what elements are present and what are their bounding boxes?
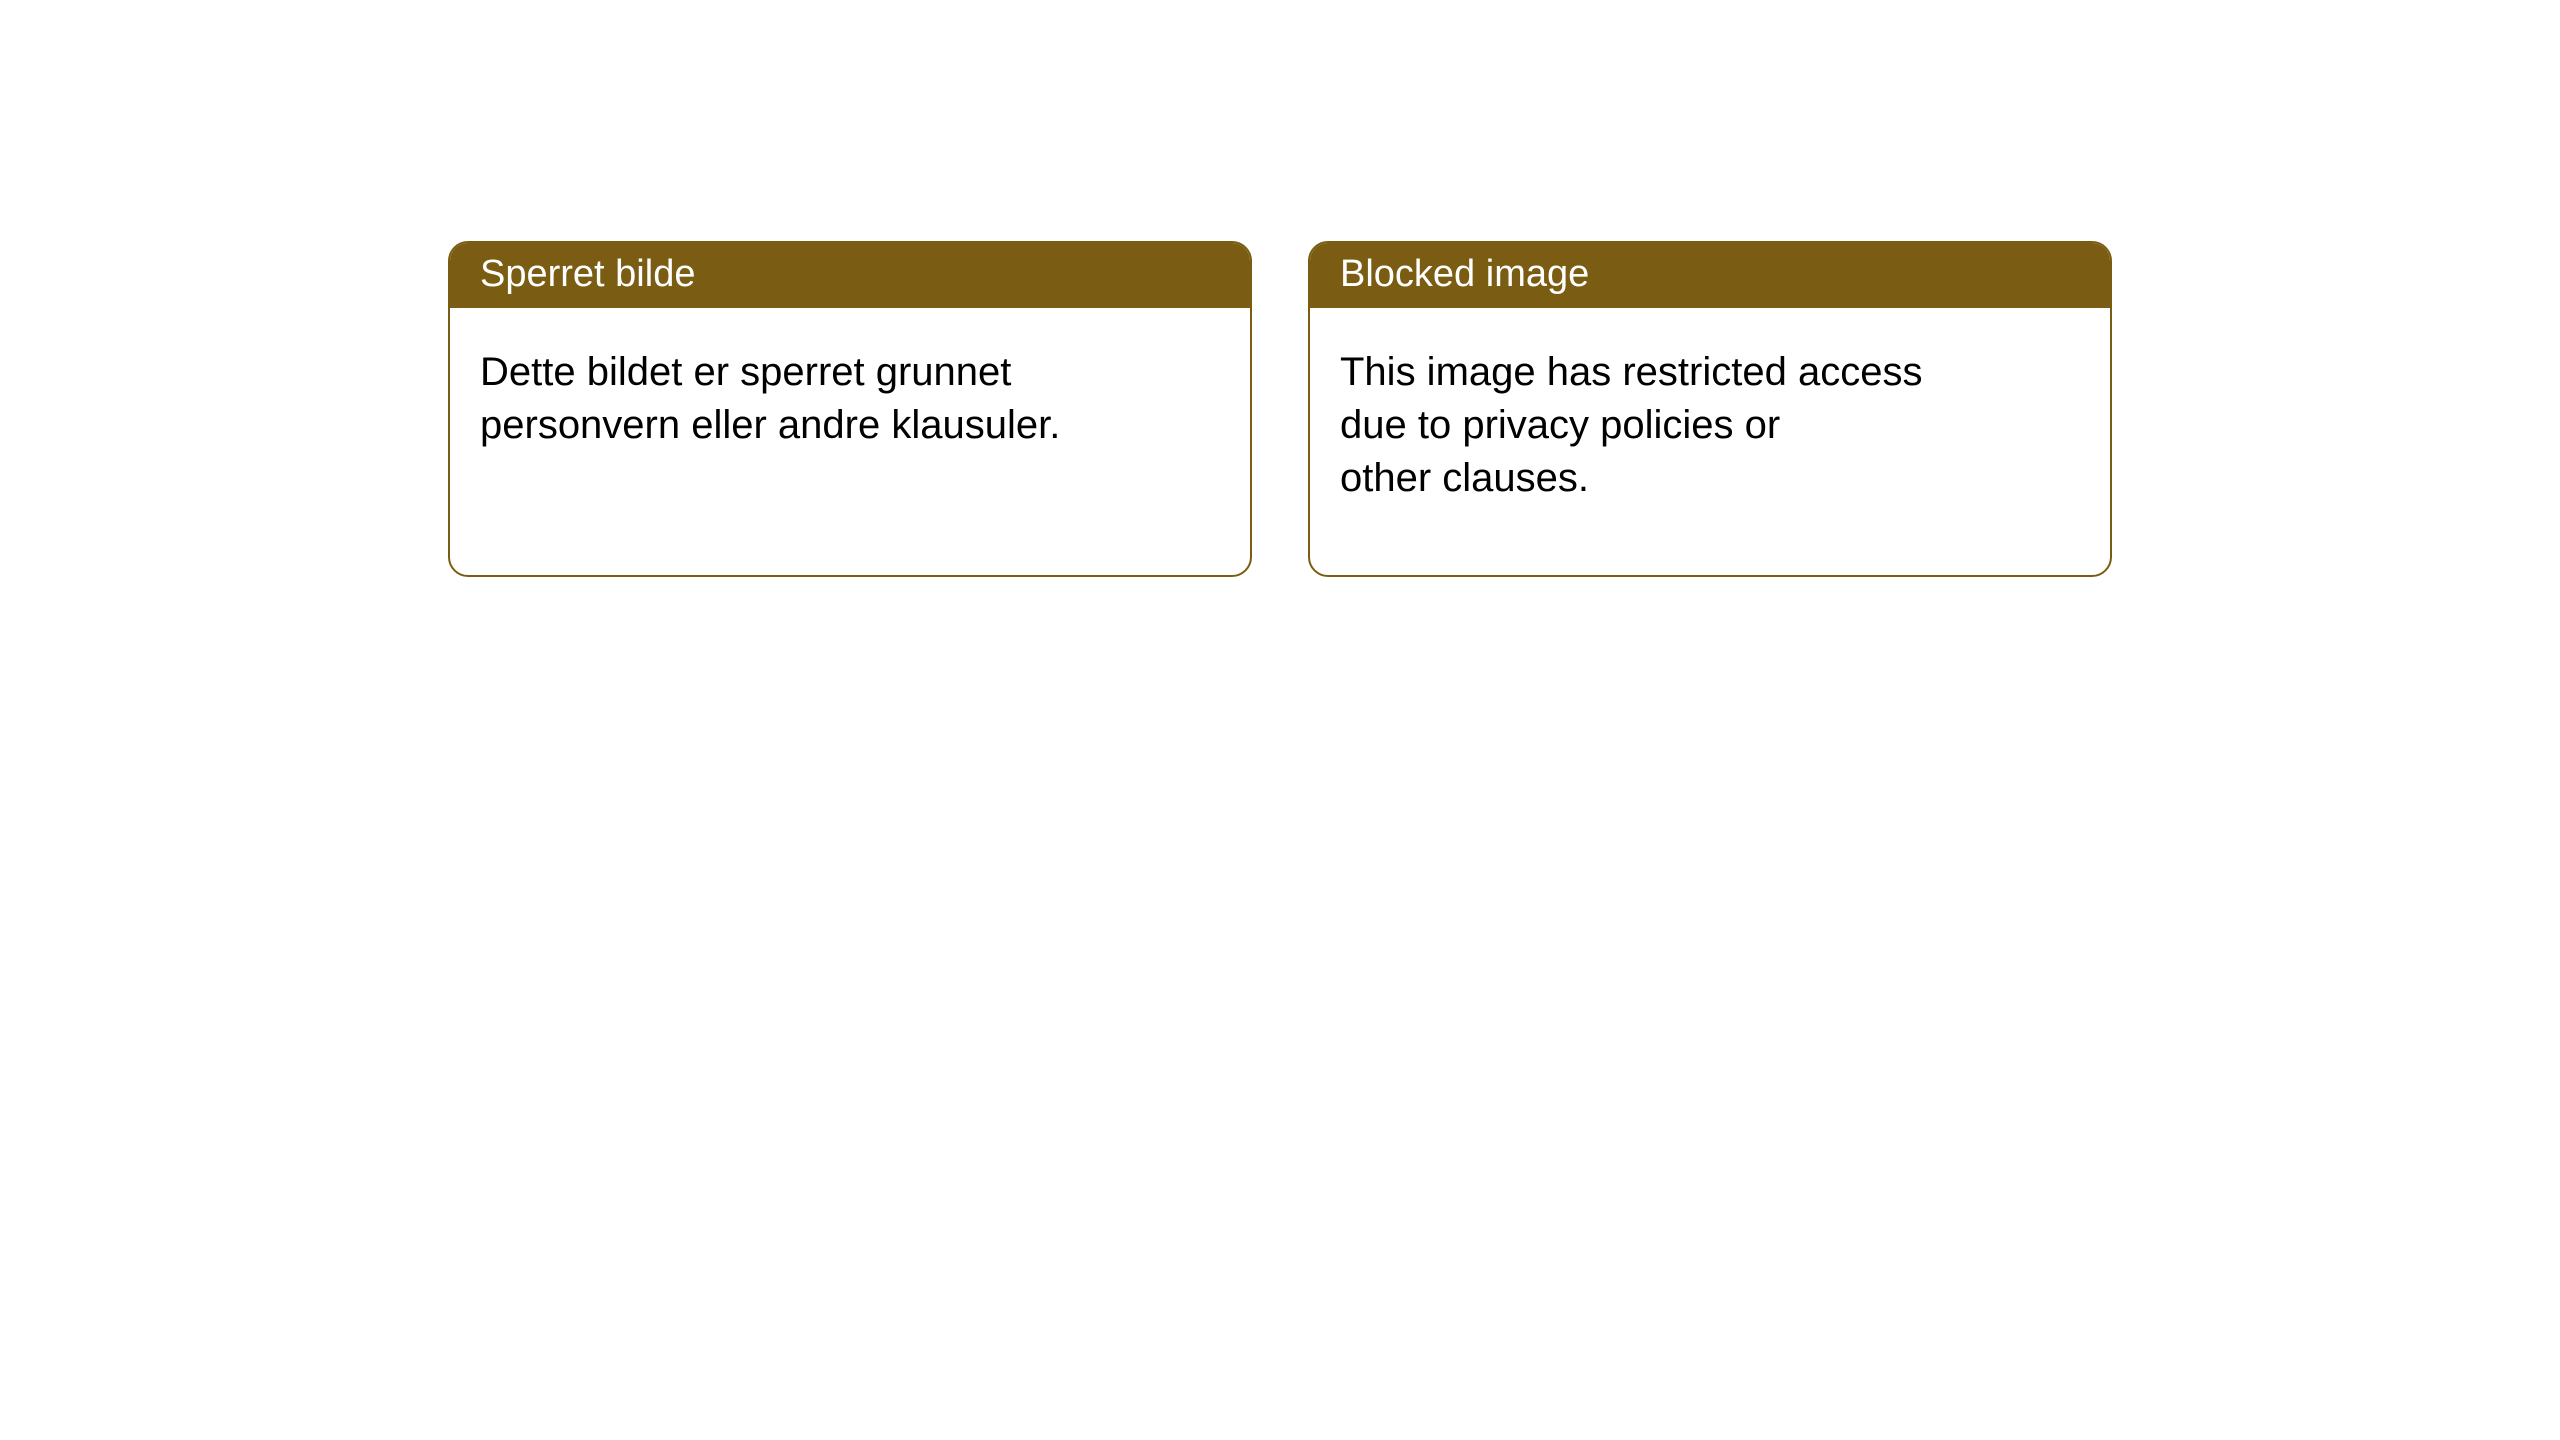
notice-cards-container: Sperret bilde Dette bildet er sperret gr… (448, 241, 2112, 577)
notice-card-en: Blocked image This image has restricted … (1308, 241, 2112, 577)
notice-card-body: Dette bildet er sperret grunnet personve… (450, 308, 1250, 482)
notice-card-title: Blocked image (1310, 243, 2110, 308)
notice-card-title: Sperret bilde (450, 243, 1250, 308)
notice-card-body: This image has restricted access due to … (1310, 308, 2110, 534)
notice-card-no: Sperret bilde Dette bildet er sperret gr… (448, 241, 1252, 577)
